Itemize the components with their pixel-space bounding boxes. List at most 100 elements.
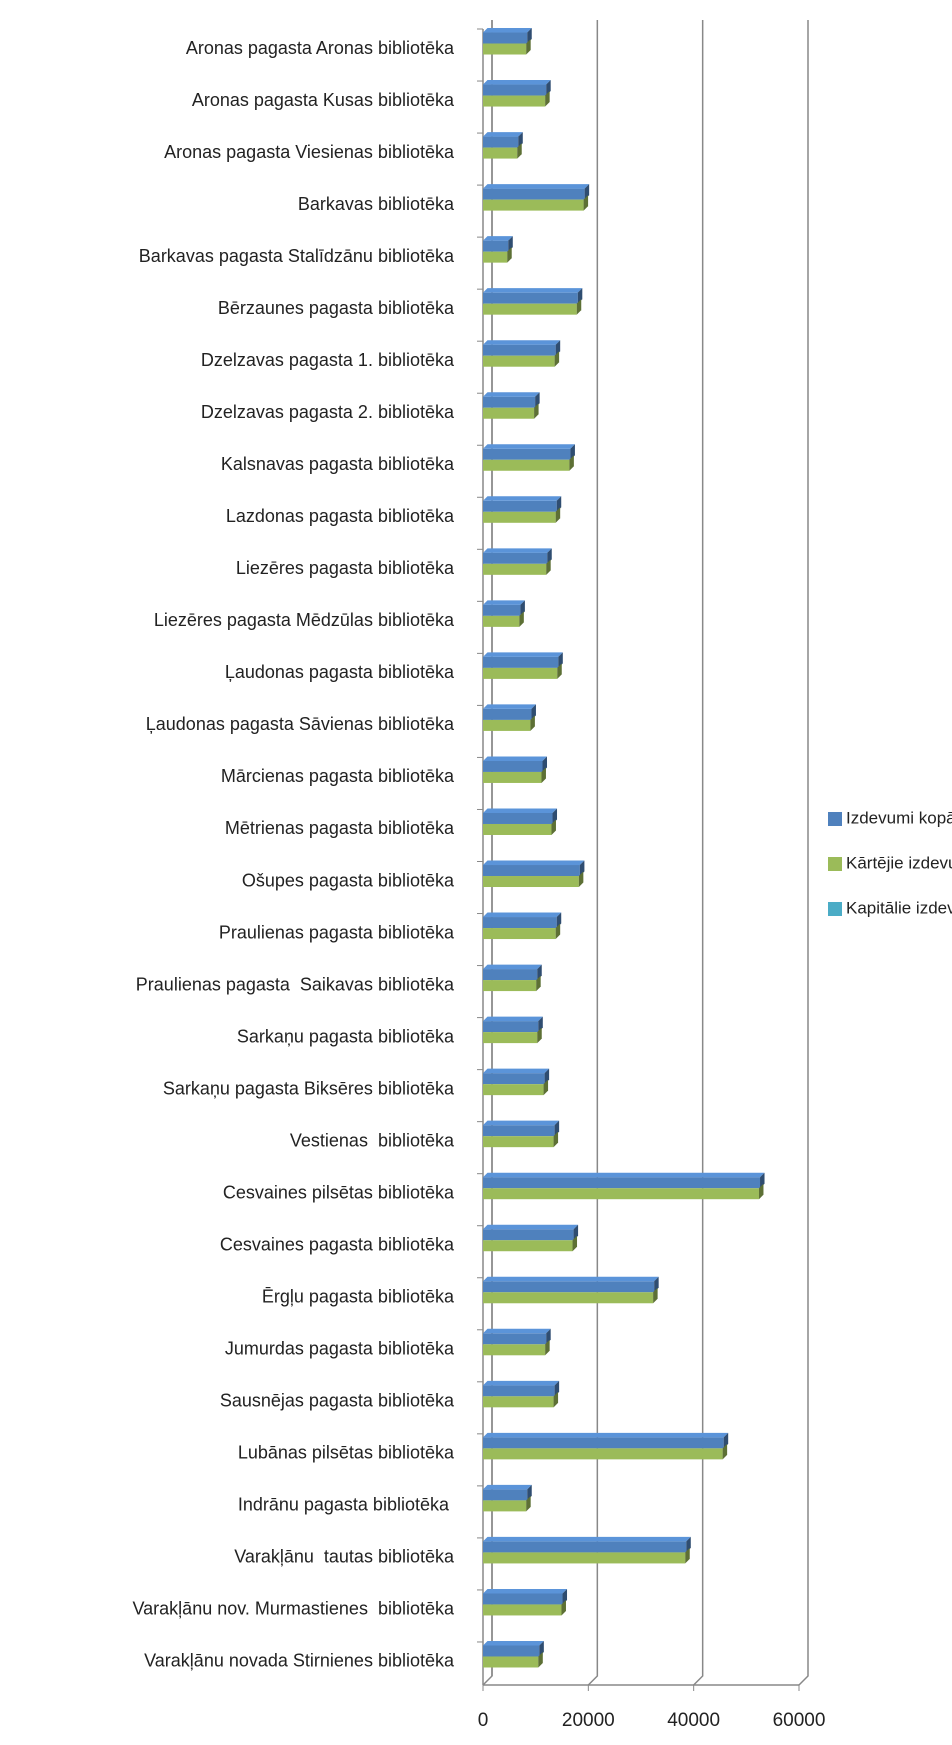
bar-group [483, 195, 589, 211]
bar-side [553, 1391, 559, 1408]
bar [483, 459, 570, 471]
bar-group [483, 299, 582, 315]
bar-side [758, 1183, 764, 1200]
bar-group [483, 559, 551, 575]
x-tick-label: 40000 [667, 1710, 720, 1731]
bar [483, 136, 519, 148]
bar-group [483, 704, 536, 720]
bar [483, 563, 547, 575]
bar [483, 1437, 724, 1449]
bar [483, 771, 542, 783]
bar-top [483, 600, 525, 605]
y-tick-label: Varakļānu novada Stirnienes bibliotēka [144, 1651, 455, 1671]
bar-group [483, 1131, 559, 1148]
y-tick-label: Cesvaines pagasta bibliotēka [220, 1234, 455, 1254]
bar [483, 1229, 574, 1241]
bar [483, 396, 536, 408]
bar [483, 95, 546, 107]
bar [483, 511, 556, 523]
bar-top [483, 1120, 560, 1126]
bar-side [553, 1131, 559, 1148]
bar [483, 865, 580, 877]
bar-side [653, 1287, 658, 1304]
bar-group [483, 1079, 549, 1096]
bar-top [483, 496, 562, 501]
bar-group [483, 1183, 764, 1200]
bar-side [517, 143, 522, 159]
bar-side [554, 351, 560, 367]
bar-group [483, 1588, 568, 1605]
bar-group [483, 819, 556, 835]
y-tick-label: Bērzaunes pagasta bibliotēka [218, 298, 455, 318]
bar-side [534, 403, 539, 419]
bar [483, 43, 527, 55]
bar-top [483, 860, 585, 866]
bar-group [483, 1536, 691, 1553]
bar-group [483, 1287, 658, 1304]
bar-top [483, 1588, 568, 1594]
bar [483, 344, 556, 356]
bar-top [483, 444, 575, 449]
bar-top [483, 1432, 729, 1438]
bar-top [483, 236, 513, 241]
bar-group [483, 1328, 551, 1345]
bar-group [483, 912, 562, 929]
y-tick-label: Ērgļu pagasta bibliotēka [262, 1287, 455, 1307]
legend-swatch [828, 902, 842, 916]
bar [483, 1396, 554, 1408]
bar [483, 719, 531, 731]
bar-side [551, 819, 556, 835]
bar-group [483, 548, 552, 564]
y-tick-label: Mārcienas pagasta bibliotēka [221, 766, 455, 786]
y-tick-label: Dzelzavas pagasta 2. bibliotēka [201, 402, 455, 422]
bar-group [483, 507, 561, 523]
bar [483, 1240, 573, 1252]
bar [483, 355, 555, 367]
bar [483, 1281, 655, 1293]
y-tick-label: Aronas pagasta Aronas bibliotēka [186, 38, 455, 58]
bar-side [541, 767, 546, 783]
bar [483, 876, 579, 888]
bar-group [483, 600, 525, 616]
bar-group [483, 392, 540, 408]
bar-group [483, 28, 532, 44]
bar-side [526, 1495, 531, 1512]
bar-side [572, 1235, 578, 1252]
y-tick-label: Lubānas pilsētas bibliotēka [238, 1443, 455, 1463]
bar-top [483, 80, 551, 85]
bar-group [483, 1016, 543, 1033]
bar-top [483, 1068, 550, 1074]
bar [483, 1656, 539, 1668]
y-tick-label: Ļaudonas pagasta Sāvienas bibliotēka [146, 714, 455, 734]
bar [483, 407, 535, 419]
bar [483, 708, 532, 720]
bar-group [483, 767, 546, 783]
bar-group [483, 1640, 544, 1657]
y-tick-label: Varakļānu tautas bibliotēka [234, 1547, 455, 1567]
bar-group [483, 1391, 559, 1408]
bar-top [483, 1484, 532, 1490]
y-tick-label: Barkavas pagasta Stalīdzānu bibliotēka [139, 246, 455, 266]
legend-label: Kapitālie izdevumi [846, 898, 952, 917]
bar [483, 1177, 761, 1189]
y-tick-label: Sarkaņu pagasta bibliotēka [237, 1026, 455, 1046]
bar-group [483, 923, 561, 940]
y-tick-label: Barkavas bibliotēka [298, 194, 455, 214]
bar [483, 980, 537, 992]
bar-top [483, 1016, 543, 1022]
bar [483, 812, 553, 824]
bar-top [483, 964, 542, 970]
bar-group [483, 1443, 728, 1460]
bar-side [537, 1027, 542, 1044]
bar-group [483, 1224, 579, 1241]
grid-line [587, 20, 599, 1686]
bar [483, 1292, 654, 1304]
bar-group [483, 1495, 531, 1512]
bar-side [536, 975, 541, 992]
legend-label: Izdevumi kopā [846, 808, 952, 827]
grid-line [693, 20, 704, 1686]
bar-group [483, 663, 562, 679]
bar-top [483, 1328, 551, 1334]
bar-group [483, 964, 542, 981]
bar [483, 656, 559, 668]
